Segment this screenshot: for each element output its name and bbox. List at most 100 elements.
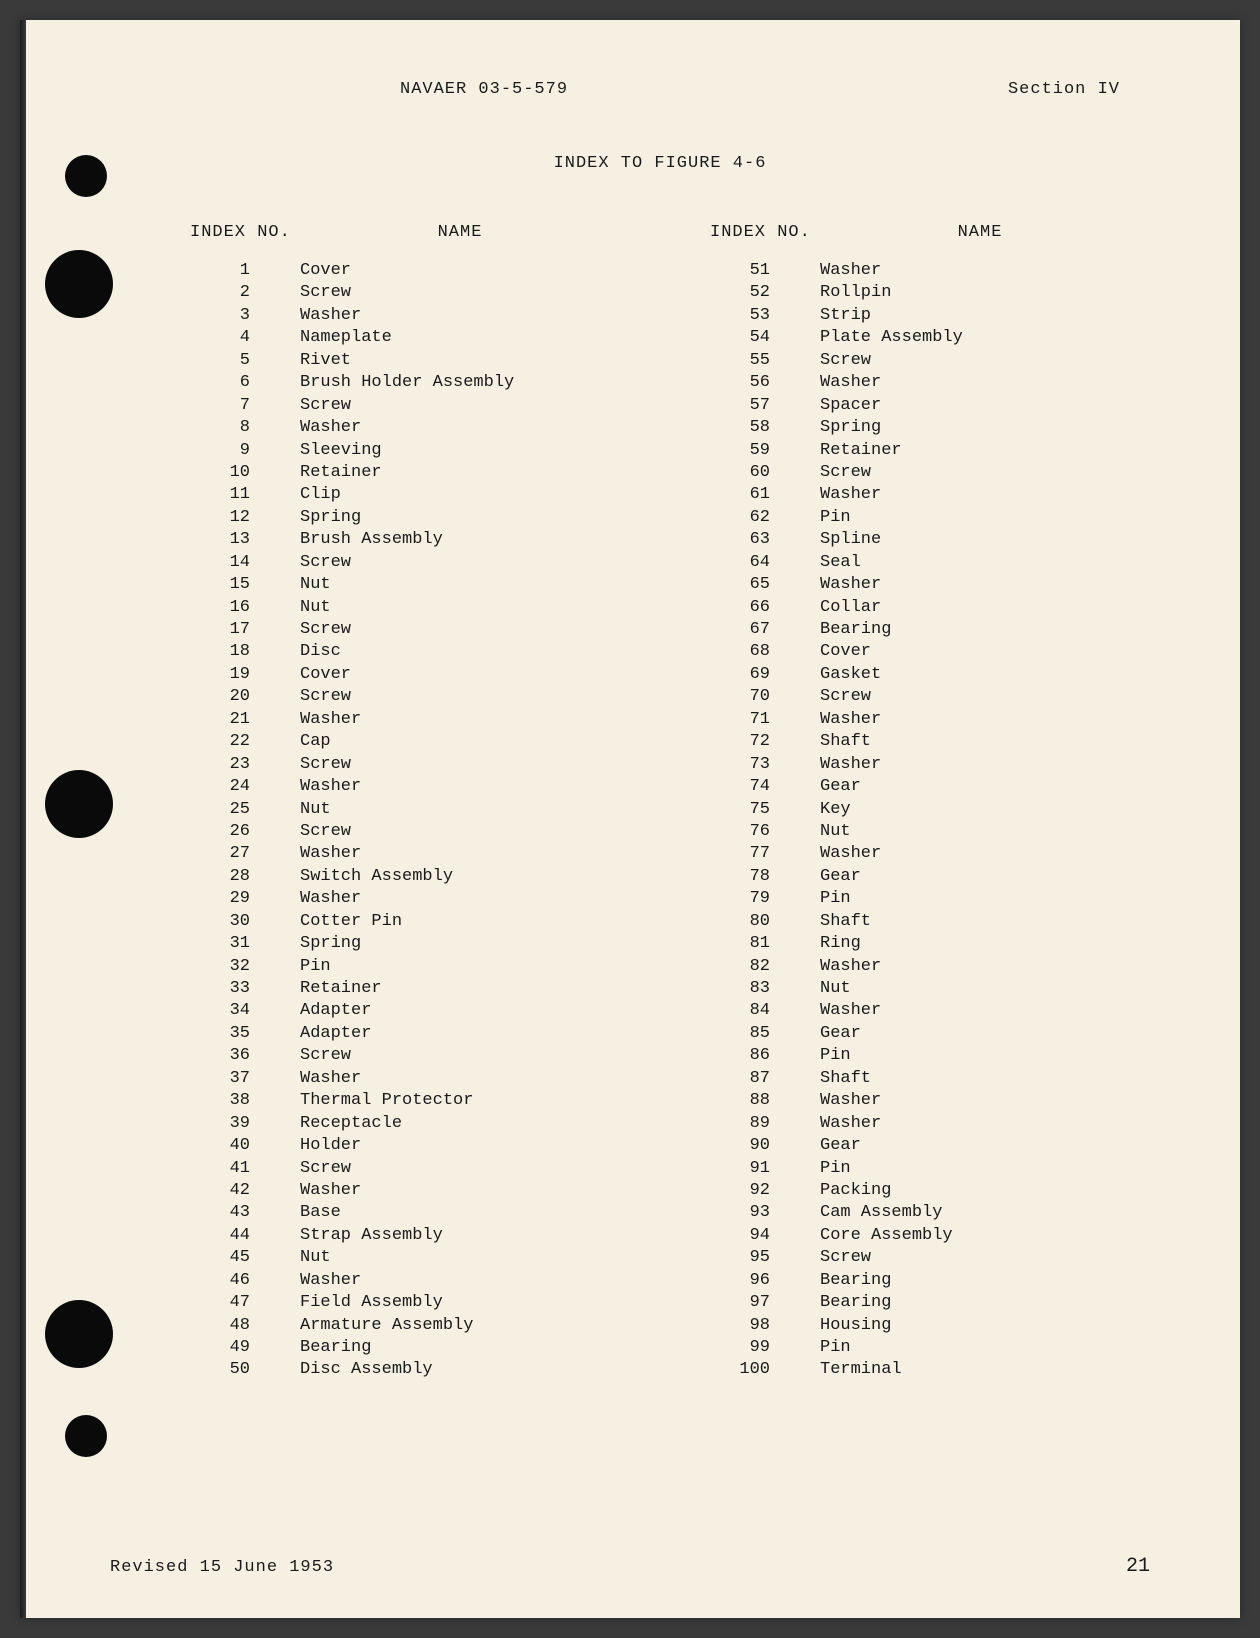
row-index: 79 <box>710 888 820 910</box>
table-row: 81Ring <box>710 933 1150 955</box>
table-row: 63Spline <box>710 529 1150 551</box>
row-name: Washer <box>820 372 1150 394</box>
row-index: 96 <box>710 1270 820 1292</box>
row-name: Retainer <box>300 978 630 1000</box>
table-row: 23Screw <box>190 754 630 776</box>
row-name: Nut <box>300 597 630 619</box>
table-row: 32Pin <box>190 956 630 978</box>
header-row: NAVAER 03-5-579 Section IV <box>170 80 1150 99</box>
row-index: 87 <box>710 1068 820 1090</box>
row-index: 60 <box>710 462 820 484</box>
row-index: 68 <box>710 641 820 663</box>
row-index: 59 <box>710 440 820 462</box>
document-number: NAVAER 03-5-579 <box>400 80 568 99</box>
table-row: 3Washer <box>190 305 630 327</box>
row-name: Holder <box>300 1135 630 1157</box>
row-index: 42 <box>190 1180 300 1202</box>
row-name: Housing <box>820 1315 1150 1337</box>
table-row: 93Cam Assembly <box>710 1202 1150 1224</box>
table-row: 37Washer <box>190 1068 630 1090</box>
row-name: Armature Assembly <box>300 1315 630 1337</box>
table-row: 76Nut <box>710 821 1150 843</box>
row-name: Shaft <box>820 731 1150 753</box>
row-index: 33 <box>190 978 300 1000</box>
row-index: 85 <box>710 1023 820 1045</box>
table-row: 53Strip <box>710 305 1150 327</box>
table-row: 54Plate Assembly <box>710 327 1150 349</box>
column-headers: INDEX NO. NAME <box>190 223 630 242</box>
row-name: Core Assembly <box>820 1225 1150 1247</box>
row-name: Washer <box>300 843 630 865</box>
row-name: Sleeving <box>300 440 630 462</box>
right-rows-container: 51Washer52Rollpin53Strip54Plate Assembly… <box>710 260 1150 1382</box>
row-name: Washer <box>820 1000 1150 1022</box>
row-name: Nameplate <box>300 327 630 349</box>
table-row: 72Shaft <box>710 731 1150 753</box>
row-name: Screw <box>300 686 630 708</box>
row-index: 55 <box>710 350 820 372</box>
table-row: 90Gear <box>710 1135 1150 1157</box>
table-row: 52Rollpin <box>710 282 1150 304</box>
table-row: 50Disc Assembly <box>190 1359 630 1381</box>
row-index: 67 <box>710 619 820 641</box>
row-name: Washer <box>300 709 630 731</box>
table-row: 75Key <box>710 799 1150 821</box>
row-name: Washer <box>300 1270 630 1292</box>
row-index: 92 <box>710 1180 820 1202</box>
name-header: NAME <box>850 223 1110 242</box>
table-row: 17Screw <box>190 619 630 641</box>
table-row: 29Washer <box>190 888 630 910</box>
row-name: Nut <box>820 821 1150 843</box>
row-index: 28 <box>190 866 300 888</box>
row-index: 46 <box>190 1270 300 1292</box>
row-index: 86 <box>710 1045 820 1067</box>
row-index: 95 <box>710 1247 820 1269</box>
table-row: 61Washer <box>710 484 1150 506</box>
row-index: 1 <box>190 260 300 282</box>
table-row: 22Cap <box>190 731 630 753</box>
row-name: Cover <box>300 260 630 282</box>
table-row: 47Field Assembly <box>190 1292 630 1314</box>
row-index: 27 <box>190 843 300 865</box>
row-index: 17 <box>190 619 300 641</box>
row-name: Washer <box>820 1113 1150 1135</box>
row-index: 91 <box>710 1158 820 1180</box>
row-index: 19 <box>190 664 300 686</box>
table-row: 84Washer <box>710 1000 1150 1022</box>
row-index: 25 <box>190 799 300 821</box>
table-row: 51Washer <box>710 260 1150 282</box>
row-name: Screw <box>300 754 630 776</box>
row-name: Pin <box>820 888 1150 910</box>
left-column: INDEX NO. NAME 1Cover2Screw3Washer4Namep… <box>190 223 630 1382</box>
row-index: 44 <box>190 1225 300 1247</box>
column-headers: INDEX NO. NAME <box>710 223 1150 242</box>
row-index: 97 <box>710 1292 820 1314</box>
row-name: Nut <box>300 574 630 596</box>
table-row: 10Retainer <box>190 462 630 484</box>
row-index: 30 <box>190 911 300 933</box>
left-rows-container: 1Cover2Screw3Washer4Nameplate5Rivet6Brus… <box>190 260 630 1382</box>
row-index: 80 <box>710 911 820 933</box>
table-row: 46Washer <box>190 1270 630 1292</box>
row-index: 15 <box>190 574 300 596</box>
row-index: 71 <box>710 709 820 731</box>
row-name: Strap Assembly <box>300 1225 630 1247</box>
table-row: 60Screw <box>710 462 1150 484</box>
row-index: 58 <box>710 417 820 439</box>
row-index: 65 <box>710 574 820 596</box>
row-index: 77 <box>710 843 820 865</box>
row-name: Screw <box>300 619 630 641</box>
table-row: 62Pin <box>710 507 1150 529</box>
table-row: 20Screw <box>190 686 630 708</box>
row-index: 39 <box>190 1113 300 1135</box>
table-row: 36Screw <box>190 1045 630 1067</box>
table-row: 71Washer <box>710 709 1150 731</box>
row-name: Switch Assembly <box>300 866 630 888</box>
row-name: Screw <box>820 1247 1150 1269</box>
row-index: 21 <box>190 709 300 731</box>
row-index: 5 <box>190 350 300 372</box>
index-header: INDEX NO. <box>710 223 850 242</box>
row-index: 40 <box>190 1135 300 1157</box>
table-row: 4Nameplate <box>190 327 630 349</box>
row-name: Bearing <box>300 1337 630 1359</box>
